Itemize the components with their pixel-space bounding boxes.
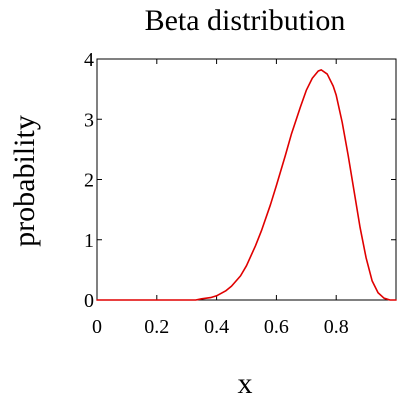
x-axis-label: x [238, 367, 253, 400]
x-tick-label: 0.8 [324, 316, 349, 338]
y-tick-label: 2 [84, 170, 94, 192]
tick-layer: 0 0.2 0.4 0.6 0.8 0 1 2 3 4 [84, 49, 396, 338]
series-layer [96, 69, 397, 301]
x-tick-label: 0.4 [204, 316, 229, 338]
chart-title: Beta distribution [145, 4, 346, 37]
y-tick-label: 1 [84, 230, 94, 252]
x-tick-label: 0.6 [264, 316, 289, 338]
x-tick-label: 0 [92, 316, 102, 338]
y-tick-label: 3 [84, 109, 94, 131]
y-axis-label: probability [8, 115, 41, 247]
y-tick-label: 0 [84, 290, 94, 312]
series-line [96, 69, 397, 301]
y-tick-label: 4 [84, 49, 94, 71]
x-tick-label: 0.2 [144, 316, 169, 338]
